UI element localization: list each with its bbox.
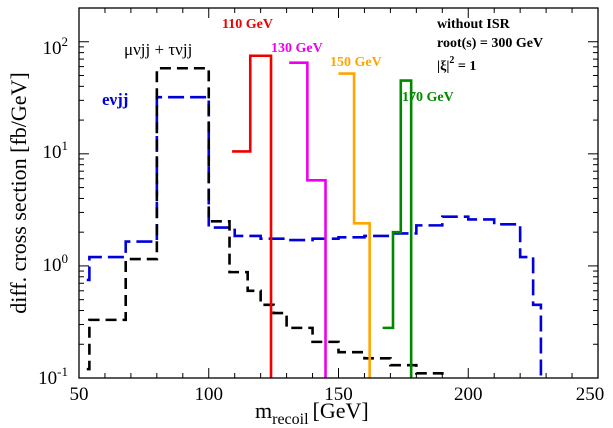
series-line-0 <box>86 95 543 378</box>
x-tick-labels: 50 100 150 200 250 <box>70 384 605 405</box>
y-tick-label-0: 10-1 <box>38 364 68 389</box>
y-axis-title: diff. cross section [fb/GeV] <box>6 72 31 314</box>
annotation-root-s: root(s) = 300 GeV <box>437 36 543 51</box>
series-label-130: 130 GeV <box>271 41 323 56</box>
x-axis-title: mrecoil [GeV] <box>255 398 369 428</box>
series-line-4 <box>338 72 371 378</box>
x-tick-label-250: 250 <box>576 384 605 405</box>
y-tick-labels: 10-1 100 101 102 <box>38 34 68 389</box>
x-tick-label-50: 50 <box>70 384 89 405</box>
tick-marks <box>79 7 598 379</box>
y-tick-label-10: 101 <box>43 138 69 163</box>
series-line-5 <box>382 79 413 378</box>
info-annotations: without ISR root(s) = 300 GeV |ξ|2 = 1 <box>437 17 543 74</box>
series-line-3 <box>289 61 327 378</box>
x-tick-label-150: 150 <box>324 384 353 405</box>
series-label-110: 110 GeV <box>222 17 273 32</box>
series-line-2 <box>232 54 273 378</box>
y-tick-label-100: 102 <box>43 34 69 59</box>
annotation-without-isr: without ISR <box>437 17 511 32</box>
series-labels: eνjj μνjj + τνjj 110 GeV 130 GeV 150 GeV… <box>102 17 454 109</box>
series-label-munujj: μνjj + τνjj <box>124 40 192 59</box>
series-line-1 <box>86 66 444 378</box>
x-tick-label-200: 200 <box>454 384 483 405</box>
series-label-150: 150 GeV <box>330 55 382 70</box>
annotation-xi: |ξ|2 = 1 <box>437 55 476 74</box>
series-label-170: 170 GeV <box>402 90 454 105</box>
x-tick-label-100: 100 <box>195 384 224 405</box>
series-layer <box>86 54 543 378</box>
y-tick-label-1: 100 <box>43 251 69 276</box>
series-label-enujj: eνjj <box>102 90 128 109</box>
